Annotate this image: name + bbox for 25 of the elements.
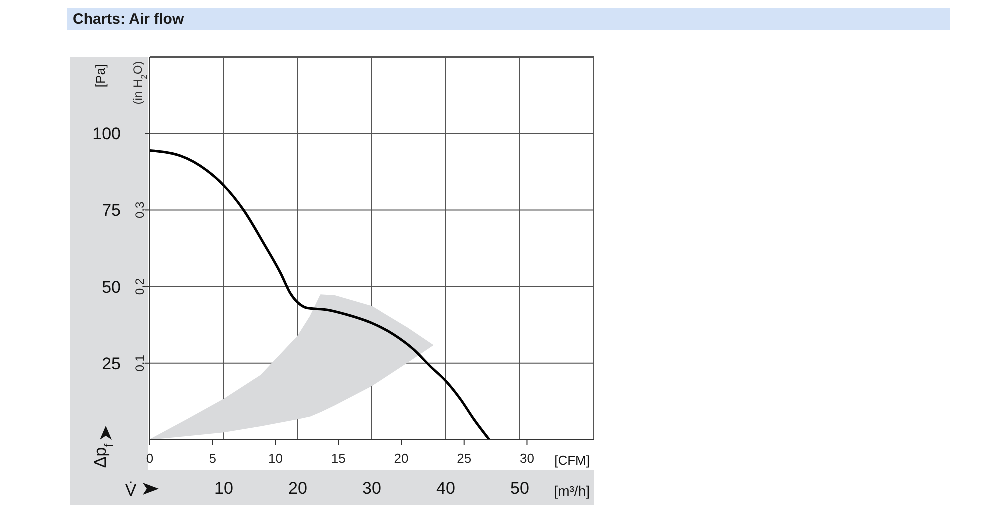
y-tick-label: 100: [92, 124, 121, 144]
y2-tick-label: 0,3: [133, 202, 147, 219]
x2-tick-label: 20: [394, 451, 409, 466]
x-tick-label: 10: [214, 479, 234, 498]
x2-tick-label: 0: [146, 451, 154, 466]
y-tick-label: 50: [102, 278, 121, 297]
y-tick-label: 25: [102, 354, 121, 374]
x-tick-label: 50: [510, 479, 530, 498]
chart-title: Charts: Air flow: [73, 11, 184, 28]
x-tick-label: 30: [362, 479, 382, 498]
y-axis-title: [Pa]: [93, 64, 108, 88]
x2-tick-label: 25: [457, 451, 472, 466]
text: V̇: [125, 481, 138, 500]
y2-tick-label: 0,2: [133, 278, 147, 296]
y2-tick-label: 0,1: [133, 354, 147, 372]
x2-tick-label: 30: [520, 451, 534, 466]
x2-tick-label: 5: [209, 451, 216, 466]
line-series: [150, 150, 491, 440]
x2-tick-label: 10: [268, 451, 283, 466]
x2-tick-label: 15: [331, 451, 346, 466]
x2-axis-title: [CFM]: [554, 453, 590, 468]
x-axis-title: [m³/h]: [554, 483, 590, 499]
x-tick-label: 20: [288, 479, 308, 498]
y-tick-label: 75: [102, 201, 121, 220]
x-tick-label: 40: [436, 479, 456, 498]
